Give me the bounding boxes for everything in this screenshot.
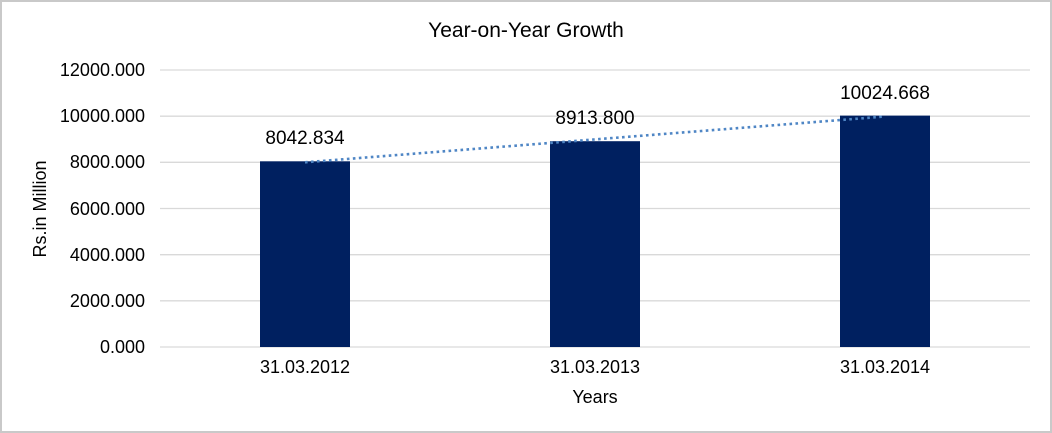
y-tick-label: 8000.000 <box>69 152 145 172</box>
y-tick-label: 4000.000 <box>69 245 145 265</box>
y-tick-label: 2000.000 <box>69 291 145 311</box>
x-tick-label: 31.03.2013 <box>549 357 641 377</box>
x-tick-label: 31.03.2014 <box>839 357 931 377</box>
data-label: 8042.834 <box>265 128 345 149</box>
trendline <box>304 115 886 164</box>
x-tick-label: 31.03.2012 <box>259 357 351 377</box>
data-label: 8913.800 <box>555 108 635 129</box>
y-tick-label: 12000.000 <box>59 60 145 80</box>
bar-31.03.2014 <box>840 115 930 347</box>
bar-31.03.2012 <box>260 161 350 347</box>
y-tick-label: 6000.000 <box>69 199 145 219</box>
bar-31.03.2013 <box>550 141 640 347</box>
chart-title: Year-on-Year Growth <box>428 19 624 42</box>
y-tick-label: 0.000 <box>99 337 145 357</box>
data-label: 10024.668 <box>840 83 930 104</box>
x-axis-title: Years <box>572 387 618 407</box>
y-tick-label: 10000.000 <box>59 106 145 126</box>
